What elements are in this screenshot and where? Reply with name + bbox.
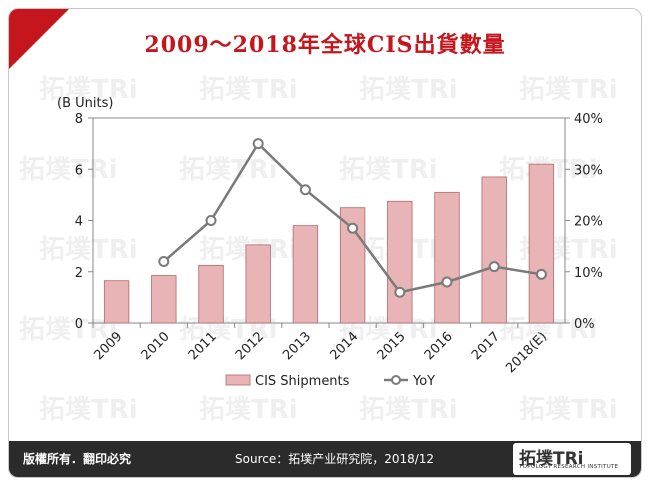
x-tick-label: 2010 — [139, 329, 173, 363]
logo-sub-text: TOPOLOGY RESEARCH INSTITUTE — [519, 464, 619, 470]
y-tick-label: 4 — [75, 215, 83, 230]
x-tick-label: 2014 — [327, 329, 361, 363]
yoy-point — [488, 261, 500, 273]
yoy-point — [205, 215, 217, 226]
legend-label-line: YoY — [412, 374, 435, 389]
yoy-point — [394, 286, 406, 298]
yoy-point — [252, 138, 264, 150]
bar — [481, 176, 507, 324]
chart-title: 2009～2018年全球CIS出貨數量 — [144, 32, 506, 58]
x-tick-label: 2012 — [233, 329, 267, 363]
y-tick-label: 0 — [75, 317, 83, 332]
yoy-point — [299, 184, 311, 196]
copyright-text: 版權所有．翻印必究 — [23, 452, 132, 466]
yoy-point — [347, 222, 359, 234]
bar — [151, 275, 177, 324]
x-tick-label: 2018(E) — [503, 329, 550, 376]
x-tick-label: 2009 — [91, 329, 125, 363]
corner-accent — [9, 9, 69, 69]
logo-main-text: 拓墣TRi — [519, 449, 584, 469]
y2-tick-label: 10% — [574, 266, 603, 281]
yoy-point — [158, 256, 170, 267]
y2-tick-label: 0% — [574, 317, 595, 332]
bar — [528, 163, 555, 324]
x-tick-label: 2011 — [186, 329, 220, 363]
chart: 0 2 4 6 8 0% 10% 20% 30% 40% (B Units) 2009 2010 2011… — [57, 96, 603, 389]
y2-tick-label: 40% — [574, 112, 603, 127]
x-tick-label: 2015 — [375, 329, 409, 363]
tri-logo: 拓墣TRi TOPOLOGY RESEARCH INSTITUTE — [513, 443, 631, 475]
slide-frame: 2009～2018年全球CIS出貨數量 拓墣TRi 拓墣TRi 拓墣TRi 拓墣TRi… — [8, 8, 642, 478]
legend-label-bar: CIS Shipments — [255, 374, 350, 389]
y-tick-label: 6 — [75, 163, 83, 178]
bar — [198, 264, 224, 324]
bar — [387, 200, 413, 324]
y-tick-label: 8 — [75, 112, 83, 127]
source-text: Source：拓墣产业研究院，2018/12 — [235, 452, 435, 466]
y2-tick-label: 30% — [574, 163, 603, 178]
y-axis-label: (B Units) — [57, 96, 113, 111]
y2-tick-label: 20% — [574, 215, 603, 230]
yoy-point — [535, 268, 547, 280]
yoy-point — [441, 276, 453, 288]
x-tick-label: 2017 — [469, 329, 503, 363]
bar — [245, 244, 271, 324]
bar — [434, 191, 460, 324]
x-tick-label: 2016 — [422, 329, 456, 363]
y-tick-label: 2 — [75, 266, 83, 281]
footer-bar: 版權所有．翻印必究 Source：拓墣产业研究院，2018/12 拓墣TRi T… — [9, 441, 641, 477]
bar — [103, 280, 130, 324]
legend-swatch-marker — [391, 375, 401, 385]
legend-swatch-bar — [225, 374, 251, 386]
x-tick-label: 2013 — [280, 329, 314, 363]
bar — [292, 225, 319, 324]
